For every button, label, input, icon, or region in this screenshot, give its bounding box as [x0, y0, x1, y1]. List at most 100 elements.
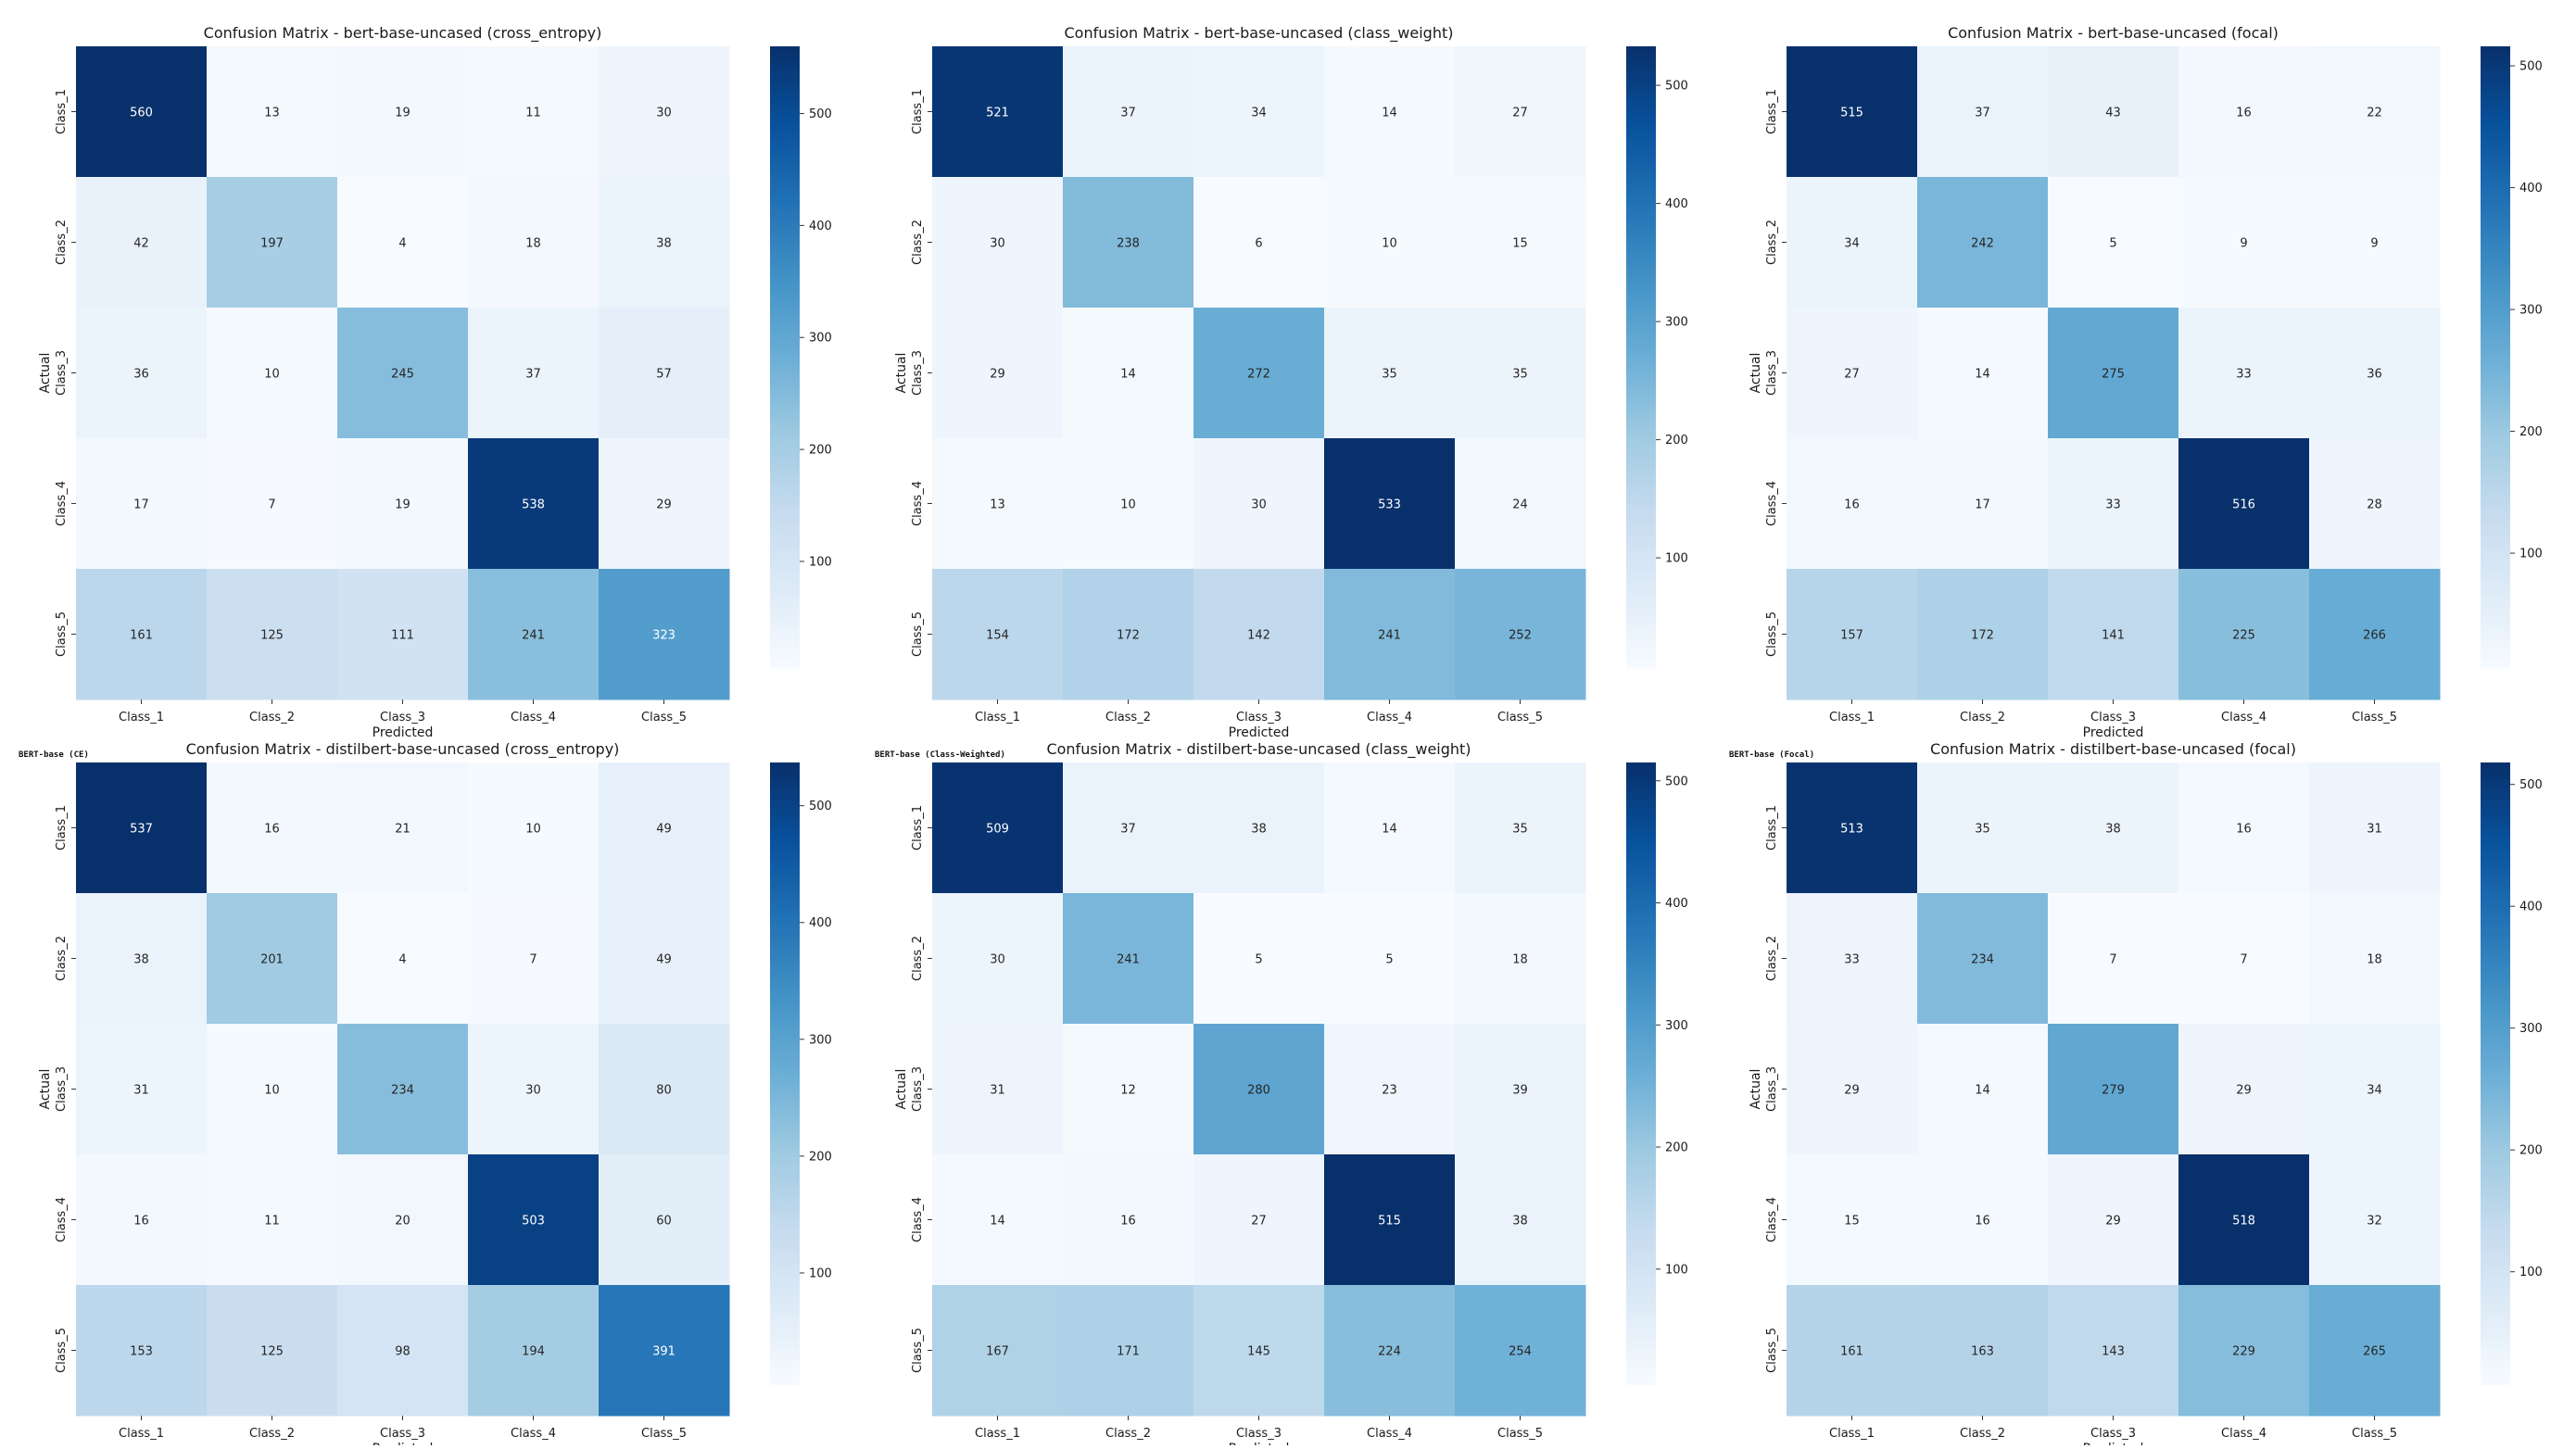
heatmap-cell [1324, 893, 1456, 1025]
heatmap-cell [1787, 46, 1918, 178]
heatmap-cell [599, 893, 730, 1025]
cell-value-label: 16 [2236, 107, 2252, 120]
cell-value-label: 38 [1512, 1215, 1528, 1228]
heatmap-cell [1193, 177, 1325, 309]
cell-value-label: 161 [130, 629, 153, 643]
cell-value-label: 197 [260, 237, 284, 251]
cell-value-label: 201 [260, 953, 284, 967]
heatmap-cell [337, 569, 469, 700]
cell-value-label: 37 [525, 368, 541, 382]
y-tick-label: Class_3 [55, 1066, 69, 1112]
cell-value-label: 35 [1512, 368, 1528, 382]
y-tick-label: Class_1 [55, 805, 69, 850]
cell-value-label: 125 [260, 629, 284, 643]
cell-value-label: 17 [133, 498, 149, 512]
heatmap-cell [468, 308, 600, 439]
colorbar [1626, 46, 1656, 669]
y-axis-label: Actual [38, 1069, 53, 1110]
heatmap-cell [2178, 438, 2310, 570]
cell-value-label: 16 [1120, 1215, 1136, 1228]
heatmap-cell [2048, 308, 2179, 439]
cell-value-label: 18 [2367, 953, 2382, 967]
panel-caption: BERT-base (Focal) [1729, 750, 1814, 760]
cell-value-label: 13 [990, 498, 1005, 512]
cell-value-label: 515 [1840, 107, 1863, 120]
heatmap-cell [468, 1154, 600, 1286]
y-tick-label: Class_3 [55, 350, 69, 396]
colorbar-tick-label: 200 [1665, 1141, 1688, 1155]
cell-value-label: 30 [656, 107, 672, 120]
heatmap-cell [337, 762, 469, 894]
heatmap-cell [1917, 762, 2049, 894]
cell-value-label: 5 [1255, 953, 1262, 967]
cell-value-label: 10 [1120, 498, 1136, 512]
heatmap-panel: Confusion Matrix - bert-base-uncased (fo… [1729, 24, 2543, 760]
cell-value-label: 14 [1120, 368, 1136, 382]
x-tick-label: Class_2 [1960, 711, 2005, 724]
colorbar-tick-label: 400 [2519, 901, 2543, 914]
heatmap-cell [2178, 569, 2310, 700]
heatmap-cell [2309, 1285, 2441, 1417]
x-tick-label: Class_1 [119, 1427, 164, 1441]
cell-value-label: 537 [130, 823, 153, 837]
heatmap-cell [2178, 762, 2310, 894]
heatmap-cell [932, 46, 1064, 178]
heatmap-cell [337, 177, 469, 309]
heatmap-cell [207, 1024, 338, 1155]
heatmap-cell [337, 1154, 469, 1286]
cell-value-label: 38 [2105, 823, 2121, 837]
cell-value-label: 163 [1971, 1345, 1994, 1359]
heatmap-cell [1063, 46, 1194, 178]
y-tick-label: Class_2 [1765, 220, 1779, 265]
heatmap-cell [1787, 893, 1918, 1025]
heatmap-cell [2309, 893, 2441, 1025]
cell-value-label: 275 [2102, 368, 2125, 382]
y-axis-label: Actual [894, 1069, 909, 1110]
cell-value-label: 42 [133, 237, 149, 251]
heatmap-cell [1063, 1285, 1194, 1417]
cell-value-label: 533 [1378, 498, 1401, 512]
colorbar-tick-label: 200 [2519, 1144, 2543, 1158]
heatmap-cell [1455, 569, 1586, 700]
cell-value-label: 19 [395, 107, 410, 120]
colorbar-tick-label: 200 [2519, 425, 2543, 439]
heatmap-cell [207, 569, 338, 700]
heatmap-cell [2178, 1154, 2310, 1286]
cell-value-label: 16 [264, 823, 280, 837]
heatmap-cell [932, 1154, 1064, 1286]
x-tick-label: Class_2 [1960, 1427, 2005, 1441]
cell-value-label: 171 [1117, 1345, 1140, 1359]
x-tick-label: Class_5 [1497, 711, 1543, 724]
heatmap-cell [1324, 569, 1456, 700]
cell-value-label: 39 [1512, 1084, 1528, 1098]
cell-value-label: 30 [525, 1084, 541, 1098]
x-tick-label: Class_2 [249, 711, 295, 724]
y-tick-label: Class_3 [1765, 1066, 1779, 1112]
y-tick-label: Class_5 [911, 611, 925, 657]
heatmap-cell [76, 438, 208, 570]
cell-value-label: 12 [1120, 1084, 1136, 1098]
cell-value-label: 36 [2367, 368, 2382, 382]
y-axis-label: Actual [894, 353, 909, 394]
heatmap-cell [2309, 569, 2441, 700]
y-tick-label: Class_3 [911, 1066, 925, 1112]
heatmap-cell [1787, 569, 1918, 700]
heatmap-cell [2048, 569, 2179, 700]
heatmap-cell [1324, 762, 1456, 894]
cell-value-label: 33 [2105, 498, 2121, 512]
heatmap-cell [337, 1024, 469, 1155]
heatmap-cell [1193, 893, 1325, 1025]
heatmap-cell [2178, 177, 2310, 309]
cell-value-label: 28 [2367, 498, 2382, 512]
cell-value-label: 10 [1382, 237, 1397, 251]
colorbar-tick-label: 300 [1665, 1019, 1688, 1033]
cell-value-label: 49 [656, 823, 672, 837]
cell-value-label: 35 [1512, 823, 1528, 837]
heatmap-cell [1193, 46, 1325, 178]
cell-value-label: 19 [395, 498, 410, 512]
colorbar-tick-label: 400 [809, 220, 832, 233]
cell-value-label: 27 [1844, 368, 1860, 382]
y-tick-label: Class_5 [1765, 611, 1779, 657]
heatmap-cell [2309, 438, 2441, 570]
